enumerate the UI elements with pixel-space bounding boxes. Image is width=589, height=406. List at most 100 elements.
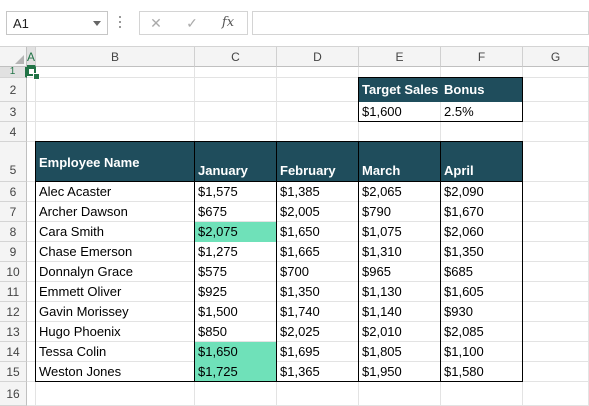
- sales-value-cell[interactable]: $1,805: [362, 344, 402, 359]
- sales-value-cell[interactable]: $1,695: [280, 344, 320, 359]
- row-header-12[interactable]: 12: [0, 302, 27, 322]
- sales-value-cell[interactable]: $1,130: [362, 284, 402, 299]
- column-header-a[interactable]: A: [27, 47, 36, 67]
- employee-name-cell[interactable]: Cara Smith: [39, 224, 105, 239]
- sales-value-cell[interactable]: $930: [444, 304, 473, 319]
- sales-value-cell[interactable]: $1,650: [195, 342, 277, 362]
- active-cell-selection[interactable]: [27, 67, 36, 76]
- sales-value-cell[interactable]: $1,575: [198, 184, 238, 199]
- employee-name-cell[interactable]: Donnalyn Grace: [39, 264, 133, 279]
- sales-value-cell[interactable]: $1,650: [280, 224, 320, 239]
- sales-value-cell[interactable]: $1,140: [362, 304, 402, 319]
- table-header-cell[interactable]: February: [277, 142, 359, 182]
- name-box-value: A1: [13, 16, 29, 31]
- sales-value-cell[interactable]: $685: [444, 264, 473, 279]
- table-header-cell[interactable]: April: [441, 142, 523, 182]
- sales-value-cell[interactable]: $925: [198, 284, 227, 299]
- employee-name-cell[interactable]: Weston Jones: [39, 364, 122, 379]
- sales-value-cell[interactable]: $790: [362, 204, 391, 219]
- row-header-3[interactable]: 3: [0, 102, 27, 122]
- cancel-icon[interactable]: ✕: [150, 15, 162, 31]
- table-border: [36, 381, 523, 382]
- sales-value-cell[interactable]: $1,670: [444, 204, 484, 219]
- sales-value-cell[interactable]: $1,385: [280, 184, 320, 199]
- table-border: [35, 141, 36, 382]
- sales-value-cell[interactable]: $1,310: [362, 244, 402, 259]
- employee-name-cell[interactable]: Gavin Morissey: [39, 304, 129, 319]
- lookup-header-cell[interactable]: Target Sales: [359, 78, 441, 102]
- lookup-value-cell[interactable]: $1,600: [362, 104, 402, 119]
- table-header-cell[interactable]: Employee Name: [36, 142, 195, 182]
- sales-value-cell[interactable]: $2,075: [195, 222, 277, 242]
- sales-value-cell[interactable]: $2,085: [444, 324, 484, 339]
- sales-value-cell[interactable]: $1,500: [198, 304, 238, 319]
- column-header-b[interactable]: B: [36, 47, 195, 67]
- insert-function-icon[interactable]: fx: [221, 15, 235, 30]
- formula-bar: A1 ✕ ✓ fx: [0, 0, 589, 46]
- table-header-cell[interactable]: January: [195, 142, 277, 182]
- row-header-1[interactable]: 1: [0, 67, 27, 78]
- row-header-5[interactable]: 5: [0, 142, 27, 182]
- fill-handle[interactable]: [33, 73, 40, 80]
- table-border: [36, 181, 523, 182]
- table-header-cell[interactable]: March: [359, 142, 441, 182]
- row-header-16[interactable]: 16: [0, 382, 27, 406]
- employee-name-cell[interactable]: Tessa Colin: [39, 344, 107, 359]
- employee-name-cell[interactable]: Alec Acaster: [39, 184, 112, 199]
- sales-value-cell[interactable]: $1,950: [362, 364, 402, 379]
- sales-value-cell[interactable]: $2,065: [362, 184, 402, 199]
- sales-value-cell[interactable]: $965: [362, 264, 391, 279]
- sales-value-cell[interactable]: $2,005: [280, 204, 320, 219]
- row-header-8[interactable]: 8: [0, 222, 27, 242]
- sales-value-cell[interactable]: $1,275: [198, 244, 238, 259]
- more-options-icon[interactable]: [118, 16, 122, 30]
- sales-value-cell[interactable]: $850: [198, 324, 227, 339]
- column-header-g[interactable]: G: [523, 47, 589, 67]
- sales-value-cell[interactable]: $1,365: [280, 364, 320, 379]
- divider: [0, 46, 589, 47]
- sales-value-cell[interactable]: $1,665: [280, 244, 320, 259]
- sales-value-cell[interactable]: $700: [280, 264, 309, 279]
- column-header-f[interactable]: F: [441, 47, 523, 67]
- sales-value-cell[interactable]: $1,580: [444, 364, 484, 379]
- row-header-9[interactable]: 9: [0, 242, 27, 262]
- enter-icon[interactable]: ✓: [186, 15, 198, 31]
- row-header-2[interactable]: 2: [0, 78, 27, 102]
- row-header-13[interactable]: 13: [0, 322, 27, 342]
- sales-value-cell[interactable]: $1,075: [362, 224, 402, 239]
- sales-value-cell[interactable]: $1,350: [280, 284, 320, 299]
- sales-value-cell[interactable]: $2,060: [444, 224, 484, 239]
- formula-buttons: ✕ ✓ fx: [139, 11, 248, 35]
- name-box[interactable]: A1: [6, 11, 108, 35]
- table-border: [358, 141, 359, 382]
- row-header-11[interactable]: 11: [0, 282, 27, 302]
- sales-value-cell[interactable]: $1,605: [444, 284, 484, 299]
- lookup-header-cell[interactable]: Bonus: [441, 78, 523, 102]
- row-header-6[interactable]: 6: [0, 182, 27, 202]
- row-header-15[interactable]: 15: [0, 362, 27, 382]
- column-header-c[interactable]: C: [195, 47, 277, 67]
- column-header-d[interactable]: D: [277, 47, 359, 67]
- sales-value-cell[interactable]: $575: [198, 264, 227, 279]
- sales-value-cell[interactable]: $1,100: [444, 344, 484, 359]
- sales-value-cell[interactable]: $1,725: [195, 362, 277, 382]
- sales-value-cell[interactable]: $2,010: [362, 324, 402, 339]
- employee-name-cell[interactable]: Hugo Phoenix: [39, 324, 121, 339]
- select-all-button[interactable]: [0, 47, 27, 67]
- row-header-14[interactable]: 14: [0, 342, 27, 362]
- column-header-e[interactable]: E: [359, 47, 441, 67]
- formula-input[interactable]: [252, 11, 589, 35]
- employee-name-cell[interactable]: Chase Emerson: [39, 244, 133, 259]
- sales-value-cell[interactable]: $1,350: [444, 244, 484, 259]
- row-header-7[interactable]: 7: [0, 202, 27, 222]
- employee-name-cell[interactable]: Archer Dawson: [39, 204, 128, 219]
- chevron-down-icon[interactable]: [93, 21, 101, 26]
- row-header-10[interactable]: 10: [0, 262, 27, 282]
- sales-value-cell[interactable]: $1,740: [280, 304, 320, 319]
- sales-value-cell[interactable]: $2,025: [280, 324, 320, 339]
- sales-value-cell[interactable]: $2,090: [444, 184, 484, 199]
- row-header-4[interactable]: 4: [0, 122, 27, 142]
- sales-value-cell[interactable]: $675: [198, 204, 227, 219]
- employee-name-cell[interactable]: Emmett Oliver: [39, 284, 122, 299]
- lookup-value-cell[interactable]: 2.5%: [444, 104, 474, 119]
